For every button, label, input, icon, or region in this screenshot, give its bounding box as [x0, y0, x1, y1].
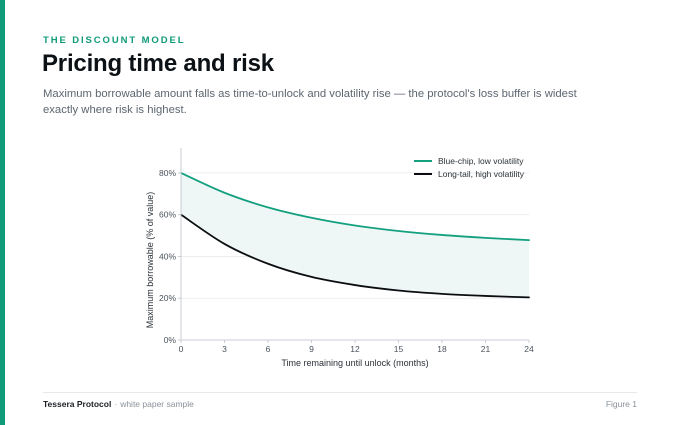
legend-label-long-tail: Long-tail, high volatility — [438, 169, 525, 179]
y-tick-label-2: 40% — [159, 251, 176, 261]
x-tick-label-7: 21 — [481, 344, 491, 354]
chart-legend: Blue-chip, low volatility Long-tail, hig… — [414, 156, 525, 179]
x-tick-label-1: 3 — [222, 344, 227, 354]
series-layer — [180, 171, 530, 299]
x-tick-label-6: 18 — [437, 344, 447, 354]
y-tick-label-1: 20% — [159, 293, 176, 303]
page-title: Pricing time and risk — [42, 50, 274, 77]
x-tick-label-8: 24 — [524, 344, 534, 354]
figure-number: Figure 1 — [605, 399, 637, 409]
legend-label-blue-chip: Blue-chip, low volatility — [438, 156, 524, 166]
x-tick-label-0: 0 — [179, 344, 184, 354]
footer-brand: Tessera Protocol — [43, 399, 112, 409]
page-subtitle: Maximum borrowable amount falls as time-… — [43, 88, 577, 116]
series-line-long-tail — [180, 213, 530, 299]
x-tick-label-4: 12 — [350, 344, 360, 354]
footer-credit: Tessera Protocol · white paper sample — [43, 399, 194, 409]
x-tick-label-5: 15 — [394, 344, 404, 354]
x-axis-title: Time remaining until unlock (months) — [281, 358, 428, 368]
y-tick-label-3: 60% — [159, 210, 176, 220]
x-tick-label-2: 6 — [266, 344, 271, 354]
footer-separator: · — [114, 399, 118, 409]
loss-buffer-band — [181, 172, 529, 298]
y-axis-title: Maximum borrowable (% of value) — [145, 192, 155, 329]
footer-divider — [43, 392, 637, 393]
y-tick-label-0: 0% — [164, 335, 177, 345]
eyebrow-label: THE DISCOUNT MODEL — [43, 35, 186, 46]
series-line-blue-chip — [180, 171, 530, 242]
x-tick-label-3: 9 — [309, 344, 314, 354]
y-tick-label-4: 80% — [159, 168, 176, 178]
ticks-layer: 0 3 6 9 12 15 18 21 24 0% 20% 40% 60% 80% — [159, 168, 534, 354]
accent-bar — [0, 0, 5, 425]
footer-note: white paper sample — [120, 399, 194, 409]
